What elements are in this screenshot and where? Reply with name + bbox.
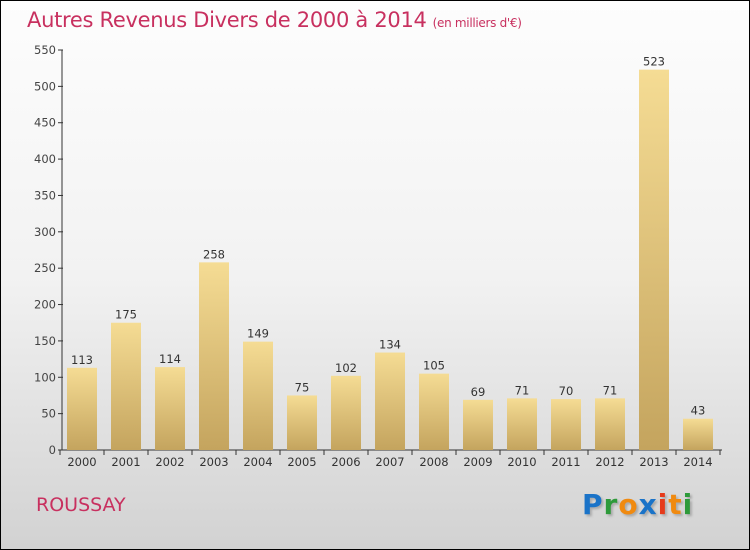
x-tick-label: 2001 bbox=[111, 455, 140, 469]
bar-2008 bbox=[419, 373, 449, 450]
y-tick-label: 300 bbox=[34, 225, 56, 239]
x-tick-label: 2005 bbox=[287, 455, 316, 469]
data-label: 105 bbox=[423, 359, 445, 373]
bar-2001 bbox=[111, 322, 141, 450]
x-tick-label: 2008 bbox=[419, 455, 448, 469]
x-tick-label: 2011 bbox=[551, 455, 580, 469]
x-tick-label: 2006 bbox=[331, 455, 360, 469]
y-tick-label: 450 bbox=[34, 116, 56, 130]
y-tick-label: 200 bbox=[34, 298, 56, 312]
y-tick-label: 350 bbox=[34, 188, 56, 202]
x-tick-label: 2002 bbox=[155, 455, 184, 469]
y-tick-label: 50 bbox=[41, 407, 56, 421]
place-name: ROUSSAY bbox=[36, 494, 126, 516]
data-label: 114 bbox=[159, 352, 181, 366]
bar-2006 bbox=[331, 375, 361, 450]
data-label: 113 bbox=[71, 353, 93, 367]
bar-2012 bbox=[595, 398, 625, 450]
data-label: 71 bbox=[515, 383, 530, 397]
x-tick-label: 2009 bbox=[463, 455, 492, 469]
data-label: 149 bbox=[247, 327, 269, 341]
data-label: 75 bbox=[295, 380, 310, 394]
x-tick-label: 2010 bbox=[507, 455, 536, 469]
bar-2011 bbox=[551, 399, 581, 450]
data-label: 70 bbox=[559, 384, 574, 398]
x-tick-label: 2004 bbox=[243, 455, 272, 469]
bar-2003 bbox=[199, 262, 229, 450]
data-label: 69 bbox=[471, 385, 486, 399]
data-label: 134 bbox=[379, 338, 401, 352]
data-label: 102 bbox=[335, 361, 357, 375]
data-label: 43 bbox=[691, 404, 706, 418]
x-tick-label: 2007 bbox=[375, 455, 404, 469]
x-tick-label: 2014 bbox=[683, 455, 712, 469]
y-tick-label: 550 bbox=[34, 43, 56, 57]
x-tick-label: 2003 bbox=[199, 455, 228, 469]
data-label: 71 bbox=[603, 383, 618, 397]
data-label: 175 bbox=[115, 308, 137, 322]
bar-2004 bbox=[243, 341, 273, 450]
chart-title: Autres Revenus Divers de 2000 à 2014 (en … bbox=[27, 8, 522, 32]
bar-2013 bbox=[639, 69, 669, 451]
y-tick-label: 100 bbox=[34, 370, 56, 384]
y-tick-label: 400 bbox=[34, 152, 56, 166]
bar-2005 bbox=[287, 395, 317, 450]
y-tick-label: 0 bbox=[49, 443, 56, 457]
bar-2014 bbox=[683, 418, 713, 450]
x-tick-label: 2000 bbox=[67, 455, 96, 469]
y-tick-label: 150 bbox=[34, 334, 56, 348]
data-label: 258 bbox=[203, 247, 225, 261]
data-label: 523 bbox=[643, 55, 665, 69]
x-tick-label: 2013 bbox=[639, 455, 668, 469]
y-tick-label: 250 bbox=[34, 261, 56, 275]
proxiti-logo: Proxiti bbox=[582, 488, 694, 521]
bar-2009 bbox=[463, 399, 493, 450]
bar-2000 bbox=[67, 367, 97, 450]
bar-2010 bbox=[507, 398, 537, 450]
x-tick-label: 2012 bbox=[595, 455, 624, 469]
bar-2007 bbox=[375, 352, 405, 450]
title-text: Autres Revenus Divers de 2000 à 2014 bbox=[27, 8, 427, 32]
unit-text: (en milliers d'€) bbox=[432, 16, 522, 30]
y-tick-label: 500 bbox=[34, 79, 56, 93]
bar-2002 bbox=[155, 367, 185, 450]
